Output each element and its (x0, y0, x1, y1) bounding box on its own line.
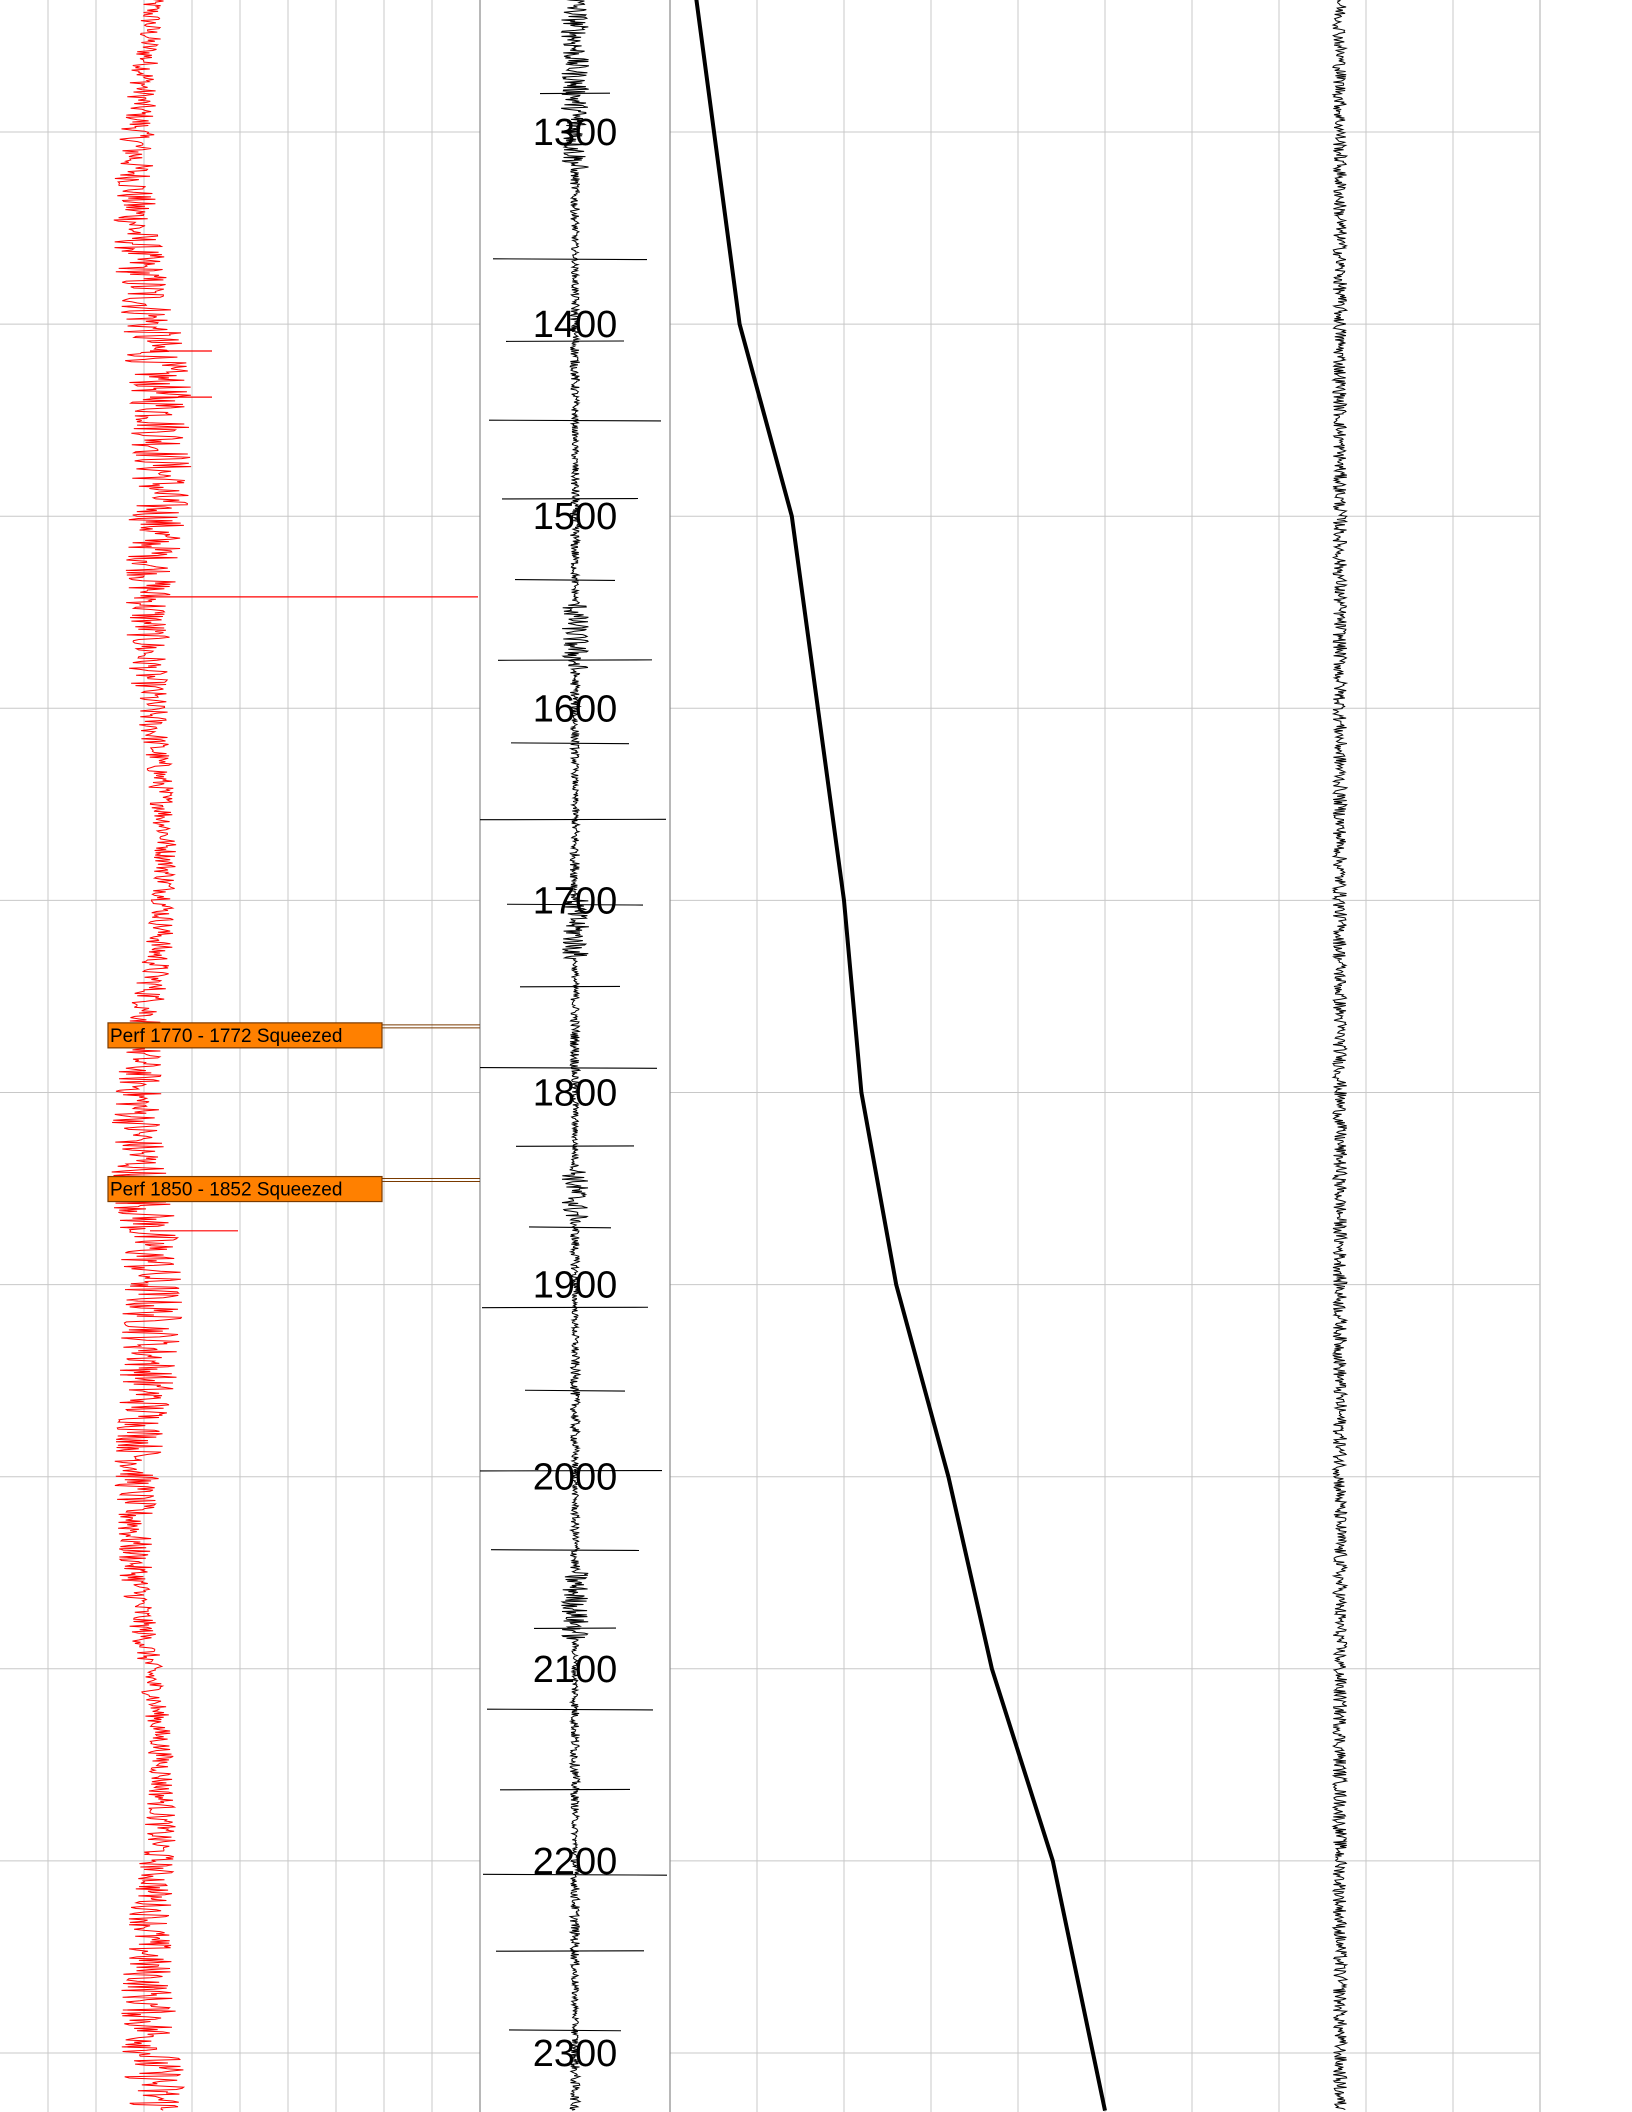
depth-tick-label: 2200 (533, 1841, 618, 1883)
perforation-label-text: Perf 1850 - 1852 Squeezed (110, 1180, 342, 1201)
depth-marker-line (528, 1226, 612, 1229)
depth-track (479, 0, 671, 2112)
depth-track-curve (479, 0, 668, 2111)
depth-marker-line (524, 1389, 626, 1392)
depth-marker-line (488, 419, 662, 422)
perforation-annotations: Perf 1770 - 1772 Squeezed Perf 1850 - 185… (107, 1022, 480, 1203)
depth-tick-label: 2000 (533, 1457, 618, 1499)
depth-marker-line (482, 1873, 668, 1876)
depth-tick-label: 1400 (533, 304, 618, 346)
left-track-red-curve (111, 0, 192, 2111)
depth-marker-line (486, 1708, 654, 1711)
depth-marker-line (492, 258, 648, 261)
depth-tick-label: 1300 (533, 112, 618, 154)
right-track-trend-curve (694, 0, 1107, 2112)
right-track-curves (694, 0, 1349, 2112)
perforation-label-text: Perf 1770 - 1772 Squeezed (110, 1026, 342, 1047)
depth-tick-label: 1800 (533, 1073, 618, 1115)
depth-tick-label: 1500 (533, 496, 618, 538)
depth-tick-label: 2100 (533, 1649, 618, 1691)
depth-marker-line (490, 1549, 640, 1552)
left-track-curve (111, 0, 478, 2111)
depth-tick-label: 2300 (533, 2033, 618, 2075)
depth-tick-label: 1600 (533, 688, 618, 730)
depth-marker-line (506, 903, 644, 906)
perforation-label-box (107, 1022, 383, 1049)
right-track-noisy-curve (1331, 0, 1349, 2111)
perforation-annotation: Perf 1770 - 1772 Squeezed (107, 1022, 480, 1049)
depth-marker-line (479, 1066, 658, 1069)
depth-tick-label: 1700 (533, 880, 618, 922)
depth-track-black-curve (560, 0, 590, 2111)
depth-marker-line (510, 742, 630, 745)
perforation-annotation: Perf 1850 - 1852 Squeezed (107, 1175, 480, 1203)
grid-lines (0, 0, 1541, 2112)
depth-labels: 1300 1400 1500 1600 1700 1800 1900 2000 2100 2200… (533, 112, 618, 2075)
depth-tick-label: 1900 (533, 1265, 618, 1307)
perforation-label-box (107, 1175, 383, 1203)
depth-marker-line (508, 2029, 622, 2032)
depth-marker-line (514, 579, 616, 581)
